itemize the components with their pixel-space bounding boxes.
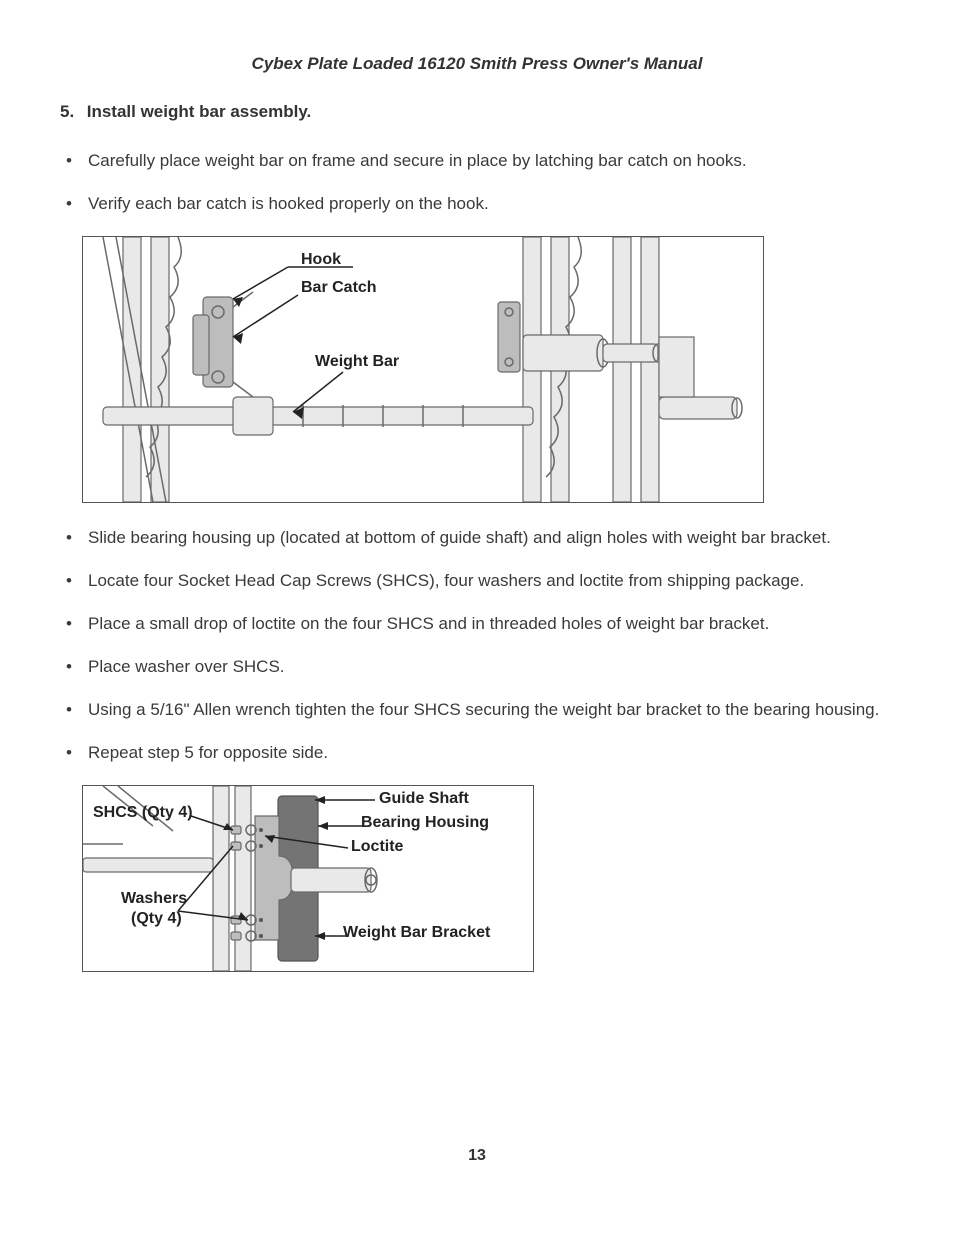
list-item: Repeat step 5 for opposite side. [60,742,894,765]
list-item: Place a small drop of loctite on the fou… [60,613,894,636]
label-guide-shaft: Guide Shaft [379,790,469,808]
manual-page: Cybex Plate Loaded 16120 Smith Press Own… [0,0,954,1235]
list-item: Carefully place weight bar on frame and … [60,150,894,173]
list-item: Using a 5/16" Allen wrench tighten the f… [60,699,894,722]
label-weight-bar-bracket: Weight Bar Bracket [343,924,490,942]
page-number: 13 [0,1147,954,1165]
figure-weight-bar-svg [83,237,763,502]
figure-weight-bar: Hook Bar Catch Weight Bar [82,236,764,503]
list-item: Verify each bar catch is hooked properly… [60,193,894,216]
label-hook: Hook [301,251,341,269]
label-bar-catch: Bar Catch [301,279,377,297]
label-shcs: SHCS (Qty 4) [93,804,193,822]
page-title: Cybex Plate Loaded 16120 Smith Press Own… [60,54,894,74]
bullets-bottom: Slide bearing housing up (located at bot… [60,527,894,765]
figure-bearing-housing: SHCS (Qty 4) Washers (Qty 4) Guide Shaft… [82,785,534,972]
label-bearing-housing: Bearing Housing [361,814,489,832]
step-heading: 5. Install weight bar assembly. [60,102,894,122]
step-text: Install weight bar assembly. [87,102,312,121]
step-number: 5. [60,102,82,122]
label-weight-bar: Weight Bar [315,353,399,371]
label-loctite: Loctite [351,838,403,856]
list-item: Locate four Socket Head Cap Screws (SHCS… [60,570,894,593]
label-washers-l1: Washers [121,890,187,908]
label-washers-l2: (Qty 4) [131,910,182,928]
list-item: Slide bearing housing up (located at bot… [60,527,894,550]
list-item: Place washer over SHCS. [60,656,894,679]
bullets-top: Carefully place weight bar on frame and … [60,150,894,216]
